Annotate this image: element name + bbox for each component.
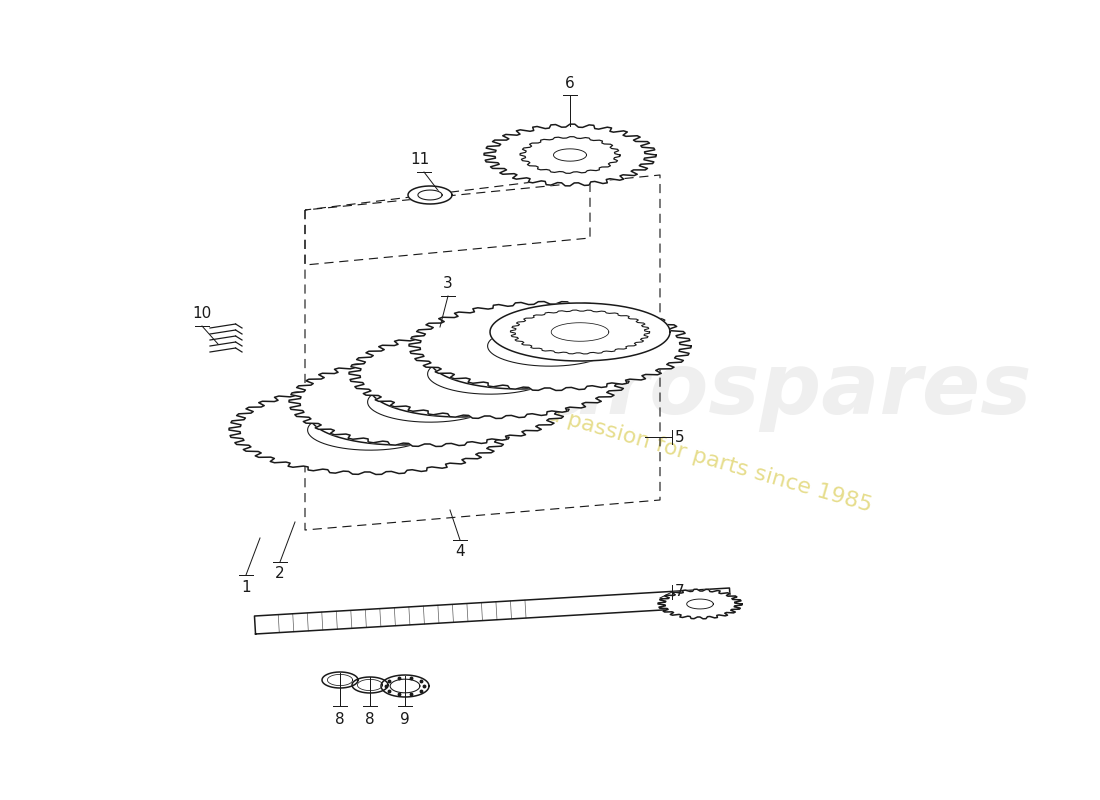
Polygon shape: [409, 302, 691, 390]
Polygon shape: [308, 410, 432, 450]
Text: 8: 8: [336, 713, 344, 727]
Polygon shape: [349, 330, 631, 418]
Text: 2: 2: [275, 566, 285, 582]
Text: 10: 10: [192, 306, 211, 322]
Text: a passion for parts since 1985: a passion for parts since 1985: [546, 404, 874, 516]
Text: 9: 9: [400, 713, 410, 727]
Polygon shape: [551, 322, 608, 342]
Polygon shape: [492, 350, 549, 370]
Text: eurospares: eurospares: [487, 349, 1032, 431]
Polygon shape: [367, 382, 493, 422]
Polygon shape: [229, 386, 512, 474]
Text: 11: 11: [410, 153, 430, 167]
Polygon shape: [490, 303, 670, 361]
Text: 4: 4: [455, 545, 465, 559]
Polygon shape: [371, 406, 429, 426]
Text: 7: 7: [675, 585, 685, 599]
Polygon shape: [430, 331, 610, 389]
Polygon shape: [658, 590, 742, 618]
Polygon shape: [484, 124, 656, 186]
Polygon shape: [390, 679, 420, 693]
Polygon shape: [431, 378, 488, 398]
Polygon shape: [254, 588, 730, 634]
Text: 6: 6: [565, 75, 575, 90]
Polygon shape: [381, 675, 429, 697]
Polygon shape: [289, 358, 571, 446]
Polygon shape: [428, 354, 552, 394]
Text: 1: 1: [241, 579, 251, 594]
Polygon shape: [408, 186, 452, 204]
Polygon shape: [487, 326, 613, 366]
Polygon shape: [450, 338, 590, 382]
Text: 5: 5: [675, 430, 685, 445]
Polygon shape: [330, 394, 470, 438]
Polygon shape: [686, 599, 713, 609]
Text: 8: 8: [365, 713, 375, 727]
Polygon shape: [390, 366, 529, 410]
Text: 3: 3: [443, 277, 453, 291]
Polygon shape: [510, 310, 650, 354]
Polygon shape: [520, 137, 620, 174]
Polygon shape: [553, 149, 586, 161]
Polygon shape: [310, 387, 490, 445]
Polygon shape: [370, 359, 550, 417]
Polygon shape: [418, 190, 442, 200]
Polygon shape: [352, 677, 388, 693]
Polygon shape: [322, 672, 358, 688]
